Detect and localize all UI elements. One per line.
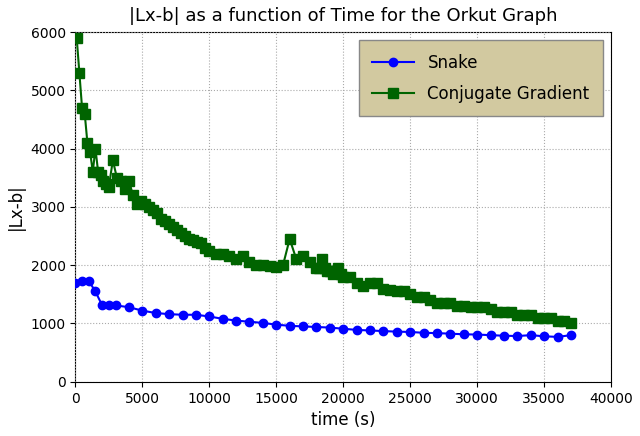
Snake bbox=[513, 334, 521, 339]
Conjugate Gradient bbox=[567, 321, 575, 326]
Snake bbox=[554, 334, 561, 340]
Conjugate Gradient bbox=[94, 169, 102, 174]
Conjugate Gradient bbox=[89, 169, 97, 174]
Snake bbox=[273, 322, 280, 327]
Snake bbox=[192, 312, 200, 317]
Snake bbox=[527, 333, 534, 338]
Snake bbox=[487, 333, 495, 338]
Snake bbox=[460, 332, 468, 337]
Snake bbox=[393, 329, 401, 334]
Line: Conjugate Gradient: Conjugate Gradient bbox=[72, 33, 576, 328]
Snake bbox=[353, 327, 360, 333]
Snake bbox=[326, 325, 333, 330]
Y-axis label: |Lx-b|: |Lx-b| bbox=[7, 184, 25, 230]
Snake bbox=[179, 312, 186, 317]
Conjugate Gradient bbox=[73, 35, 81, 41]
Snake bbox=[500, 333, 508, 338]
Snake bbox=[165, 312, 173, 317]
Snake bbox=[152, 310, 159, 316]
Snake bbox=[138, 308, 146, 313]
Snake bbox=[85, 278, 93, 283]
Snake bbox=[259, 320, 267, 326]
Snake bbox=[420, 330, 428, 335]
Snake bbox=[300, 324, 307, 329]
Line: Snake: Snake bbox=[71, 277, 575, 341]
Legend: Snake, Conjugate Gradient: Snake, Conjugate Gradient bbox=[359, 41, 603, 116]
Snake bbox=[474, 332, 481, 337]
Snake bbox=[72, 280, 79, 285]
Conjugate Gradient bbox=[413, 295, 420, 300]
Snake bbox=[246, 319, 253, 324]
Snake bbox=[567, 333, 575, 338]
Snake bbox=[105, 303, 113, 308]
X-axis label: time (s): time (s) bbox=[311, 411, 376, 429]
Snake bbox=[232, 318, 240, 323]
Snake bbox=[339, 326, 347, 331]
Snake bbox=[406, 329, 414, 334]
Snake bbox=[447, 331, 454, 336]
Snake bbox=[540, 334, 548, 339]
Conjugate Gradient bbox=[266, 264, 273, 269]
Snake bbox=[433, 330, 441, 336]
Conjugate Gradient bbox=[316, 266, 323, 271]
Conjugate Gradient bbox=[334, 266, 342, 271]
Snake bbox=[99, 303, 106, 308]
Snake bbox=[112, 303, 120, 308]
Snake bbox=[125, 305, 132, 310]
Snake bbox=[312, 324, 320, 330]
Snake bbox=[92, 289, 99, 294]
Snake bbox=[366, 328, 374, 333]
Snake bbox=[286, 323, 294, 328]
Snake bbox=[219, 316, 227, 321]
Snake bbox=[78, 278, 86, 283]
Title: |Lx-b| as a function of Time for the Orkut Graph: |Lx-b| as a function of Time for the Ork… bbox=[129, 7, 557, 25]
Snake bbox=[205, 314, 213, 319]
Snake bbox=[380, 328, 387, 334]
